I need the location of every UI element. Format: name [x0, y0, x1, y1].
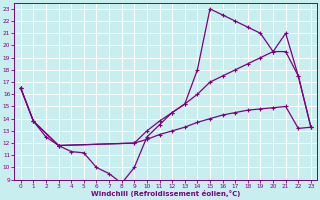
X-axis label: Windchill (Refroidissement éolien,°C): Windchill (Refroidissement éolien,°C) — [91, 190, 241, 197]
